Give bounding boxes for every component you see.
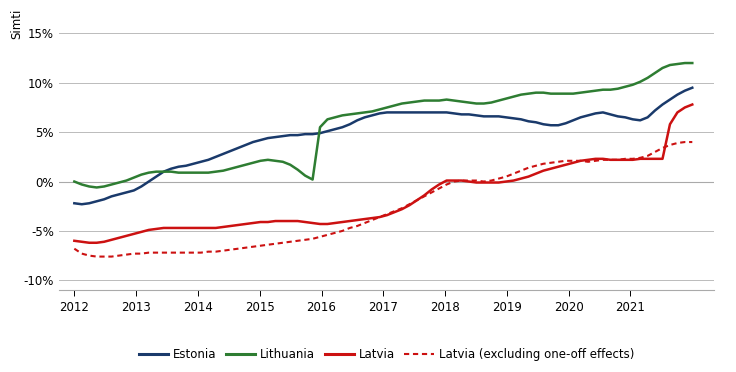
Y-axis label: Simti: Simti (10, 9, 23, 39)
Legend: Estonia, Lithuania, Latvia, Latvia (excluding one-off effects): Estonia, Lithuania, Latvia, Latvia (excl… (134, 343, 639, 366)
